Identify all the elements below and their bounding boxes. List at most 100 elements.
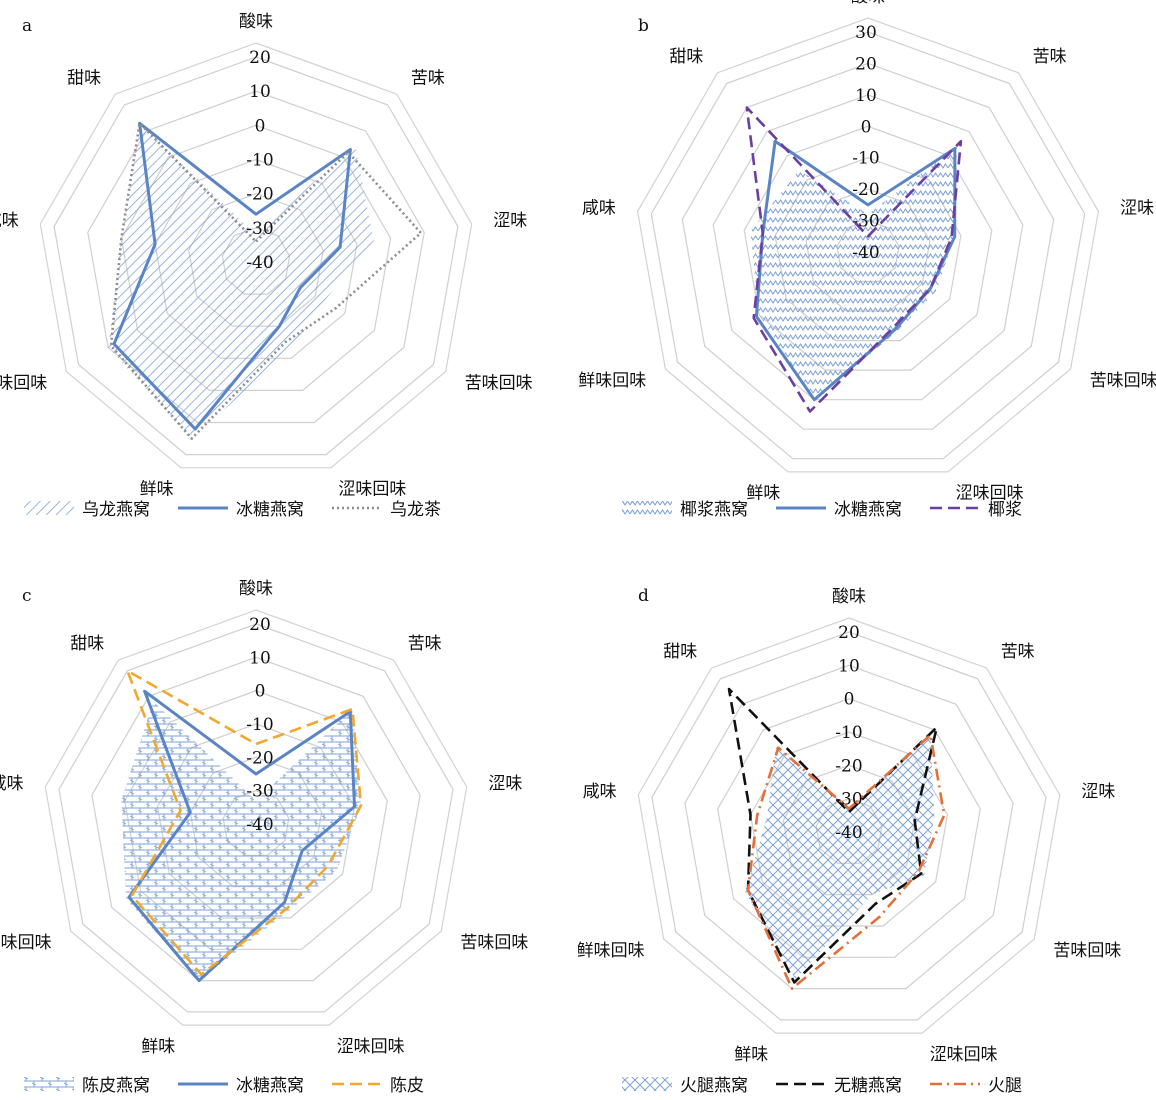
axis-label: 鲜味 — [140, 480, 174, 500]
series-line — [745, 106, 963, 413]
grid-ring — [743, 125, 993, 371]
legend-item: 冰糖燕窝 — [774, 495, 902, 520]
axis-label: 鲜味 — [746, 484, 780, 504]
legend-label: 火腿 — [988, 1076, 1022, 1096]
tick-label: -30 — [246, 782, 273, 802]
tick-label: 0 — [861, 117, 872, 137]
axis-label: 咸味 — [582, 199, 616, 219]
tick-label: -20 — [852, 180, 879, 200]
tick-label: -40 — [852, 243, 879, 263]
axis-label: 甜味 — [669, 47, 703, 67]
grid-ring — [53, 56, 459, 456]
grid-ring — [712, 94, 1024, 401]
legend-swatch-graphic — [776, 506, 826, 509]
legend: 乌龙燕窝 冰糖燕窝 乌龙茶 — [22, 495, 441, 520]
legend-swatch-graphic — [776, 1082, 826, 1085]
axis-label: 咸味 — [583, 782, 617, 802]
series-line — [746, 733, 946, 990]
axis-label: 咸味 — [0, 211, 19, 231]
outer-ring — [39, 42, 473, 469]
legend-item: 无糖燕窝 — [774, 1071, 902, 1096]
series-line — [112, 121, 352, 431]
legend-swatch-graphic — [178, 1082, 228, 1085]
panel-d: d 20 10 0 -10 -20 -30 -40 酸味 苦味 涩味 苦味回味 涩味回味 鲜味 鲜味回味 咸… — [578, 550, 1156, 1100]
legend-swatch — [176, 1075, 230, 1093]
legend-label: 火腿燕窝 — [680, 1076, 748, 1096]
axis-label: 苦味回味 — [465, 374, 533, 394]
axis-label: 酸味 — [832, 587, 866, 607]
legend-swatch — [330, 1075, 384, 1093]
axis-label: 甜味 — [67, 68, 101, 88]
legend-label: 陈皮 — [390, 1076, 424, 1096]
grid-ring — [58, 623, 454, 1013]
grid-ring — [87, 90, 425, 424]
legend-item: 椰浆燕窝 — [620, 495, 748, 520]
outer-ring — [44, 609, 468, 1026]
legend: 火腿燕窝 无糖燕窝 火腿 — [620, 1071, 1022, 1096]
series-area — [121, 701, 362, 981]
panel-letter: a — [22, 16, 33, 36]
tick-label: 20 — [838, 623, 860, 643]
axis-label: 鲜味 — [141, 1037, 175, 1057]
legend: 椰浆燕窝 冰糖燕窝 椰浆 — [620, 495, 1022, 520]
axis-label: 鲜味回味 — [0, 933, 52, 953]
outer-ring — [637, 617, 1061, 1034]
axis-label: 咸味 — [0, 774, 24, 794]
legend-swatch-graphic — [930, 506, 980, 509]
legend-swatch — [22, 1075, 76, 1093]
axis-label: 涩味 — [1081, 782, 1115, 802]
tick-label: 10 — [249, 648, 271, 668]
legend-fill — [24, 1076, 74, 1091]
legend-fill — [622, 500, 672, 515]
tick-label: 20 — [249, 48, 271, 68]
axis-label: 苦味 — [1001, 642, 1035, 662]
legend-swatch-graphic — [332, 1082, 382, 1085]
grid-ring — [684, 664, 1014, 990]
legend-item: 冰糖燕窝 — [176, 495, 304, 520]
legend-item: 陈皮燕窝 — [22, 1071, 150, 1096]
legend-fill — [24, 500, 74, 515]
tick-label: -40 — [835, 823, 862, 843]
grid-ring — [717, 698, 981, 958]
legend-item: 火腿 — [928, 1071, 1022, 1096]
axis-label: 苦味回味 — [460, 933, 528, 953]
legend-item: 乌龙燕窝 — [22, 495, 150, 520]
tick-label: -30 — [835, 790, 862, 810]
axis-label: 甜味 — [70, 634, 104, 654]
legend-swatch — [176, 499, 230, 517]
legend-label: 陈皮燕窝 — [82, 1076, 150, 1096]
axis-label: 涩味 — [493, 211, 527, 231]
legend-swatch-graphic — [24, 500, 74, 515]
tick-label: -10 — [246, 151, 273, 171]
axis-label: 鲜味回味 — [578, 371, 646, 391]
axis-label: 酸味 — [239, 12, 273, 32]
legend-label: 冰糖燕窝 — [834, 500, 902, 520]
axis-label: 苦味 — [411, 68, 445, 88]
legend-item: 冰糖燕窝 — [176, 1071, 304, 1096]
series-area — [750, 146, 957, 400]
axis-label: 苦味回味 — [1053, 941, 1121, 961]
tick-label: -30 — [852, 212, 879, 232]
panel-letter: b — [638, 16, 649, 36]
tick-label: 10 — [838, 656, 860, 676]
legend-swatch — [928, 499, 982, 517]
tick-label: -30 — [246, 219, 273, 239]
axis-label: 涩味回味 — [956, 484, 1024, 504]
tick-label: -40 — [246, 253, 273, 273]
legend-label: 无糖燕窝 — [834, 1076, 902, 1096]
tick-label: -20 — [246, 185, 273, 205]
tick-label: -10 — [246, 715, 273, 735]
legend-label: 椰浆燕窝 — [680, 500, 748, 520]
axis-label: 酸味 — [239, 579, 273, 599]
axis-label: 涩味回味 — [930, 1045, 998, 1065]
legend-swatch — [620, 1075, 674, 1093]
axis-label: 苦味回味 — [1090, 371, 1156, 391]
grid-ring — [651, 631, 1047, 1021]
axis-label: 涩味 — [1120, 199, 1154, 219]
